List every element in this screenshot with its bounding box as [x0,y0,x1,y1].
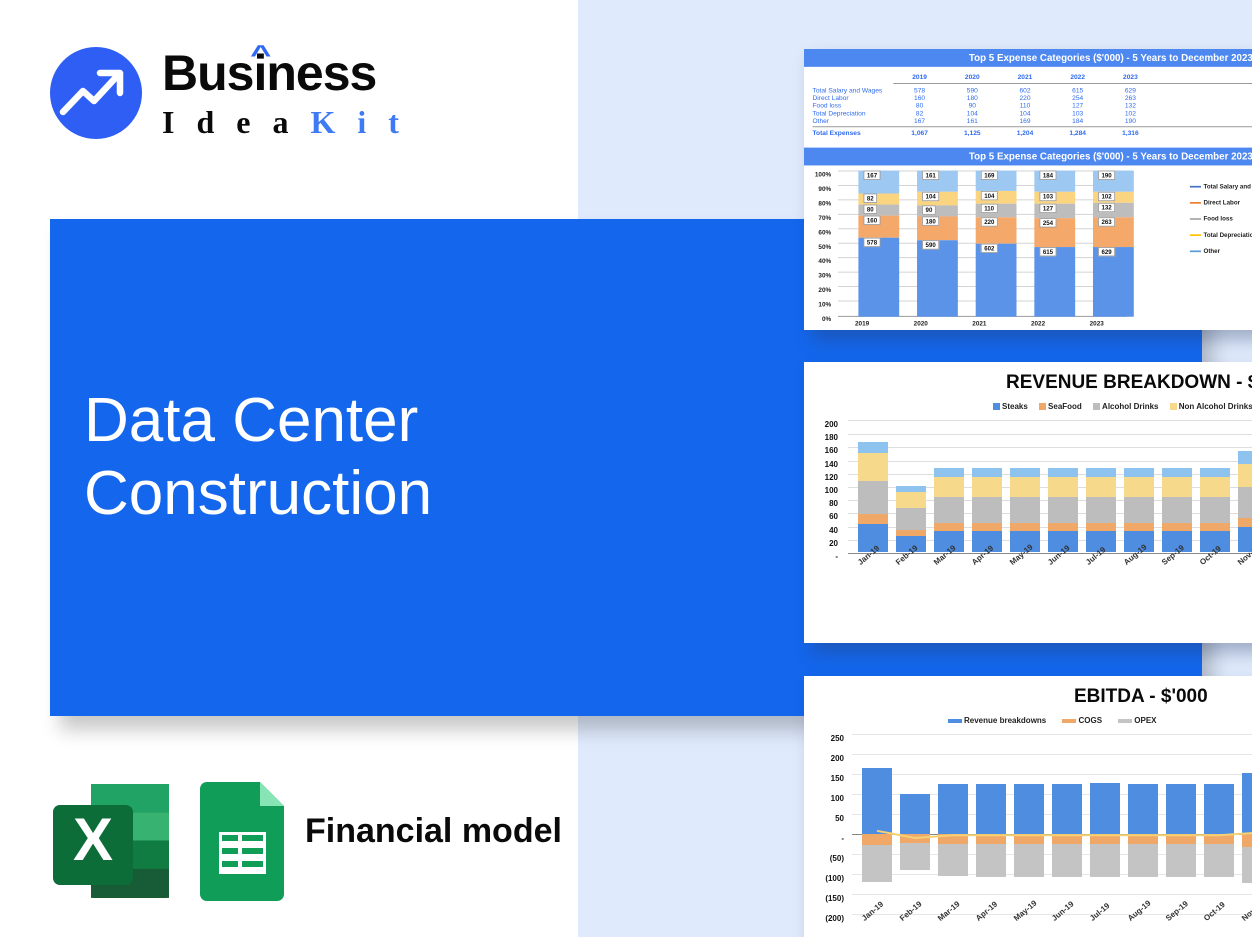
svg-text:X: X [73,806,113,873]
